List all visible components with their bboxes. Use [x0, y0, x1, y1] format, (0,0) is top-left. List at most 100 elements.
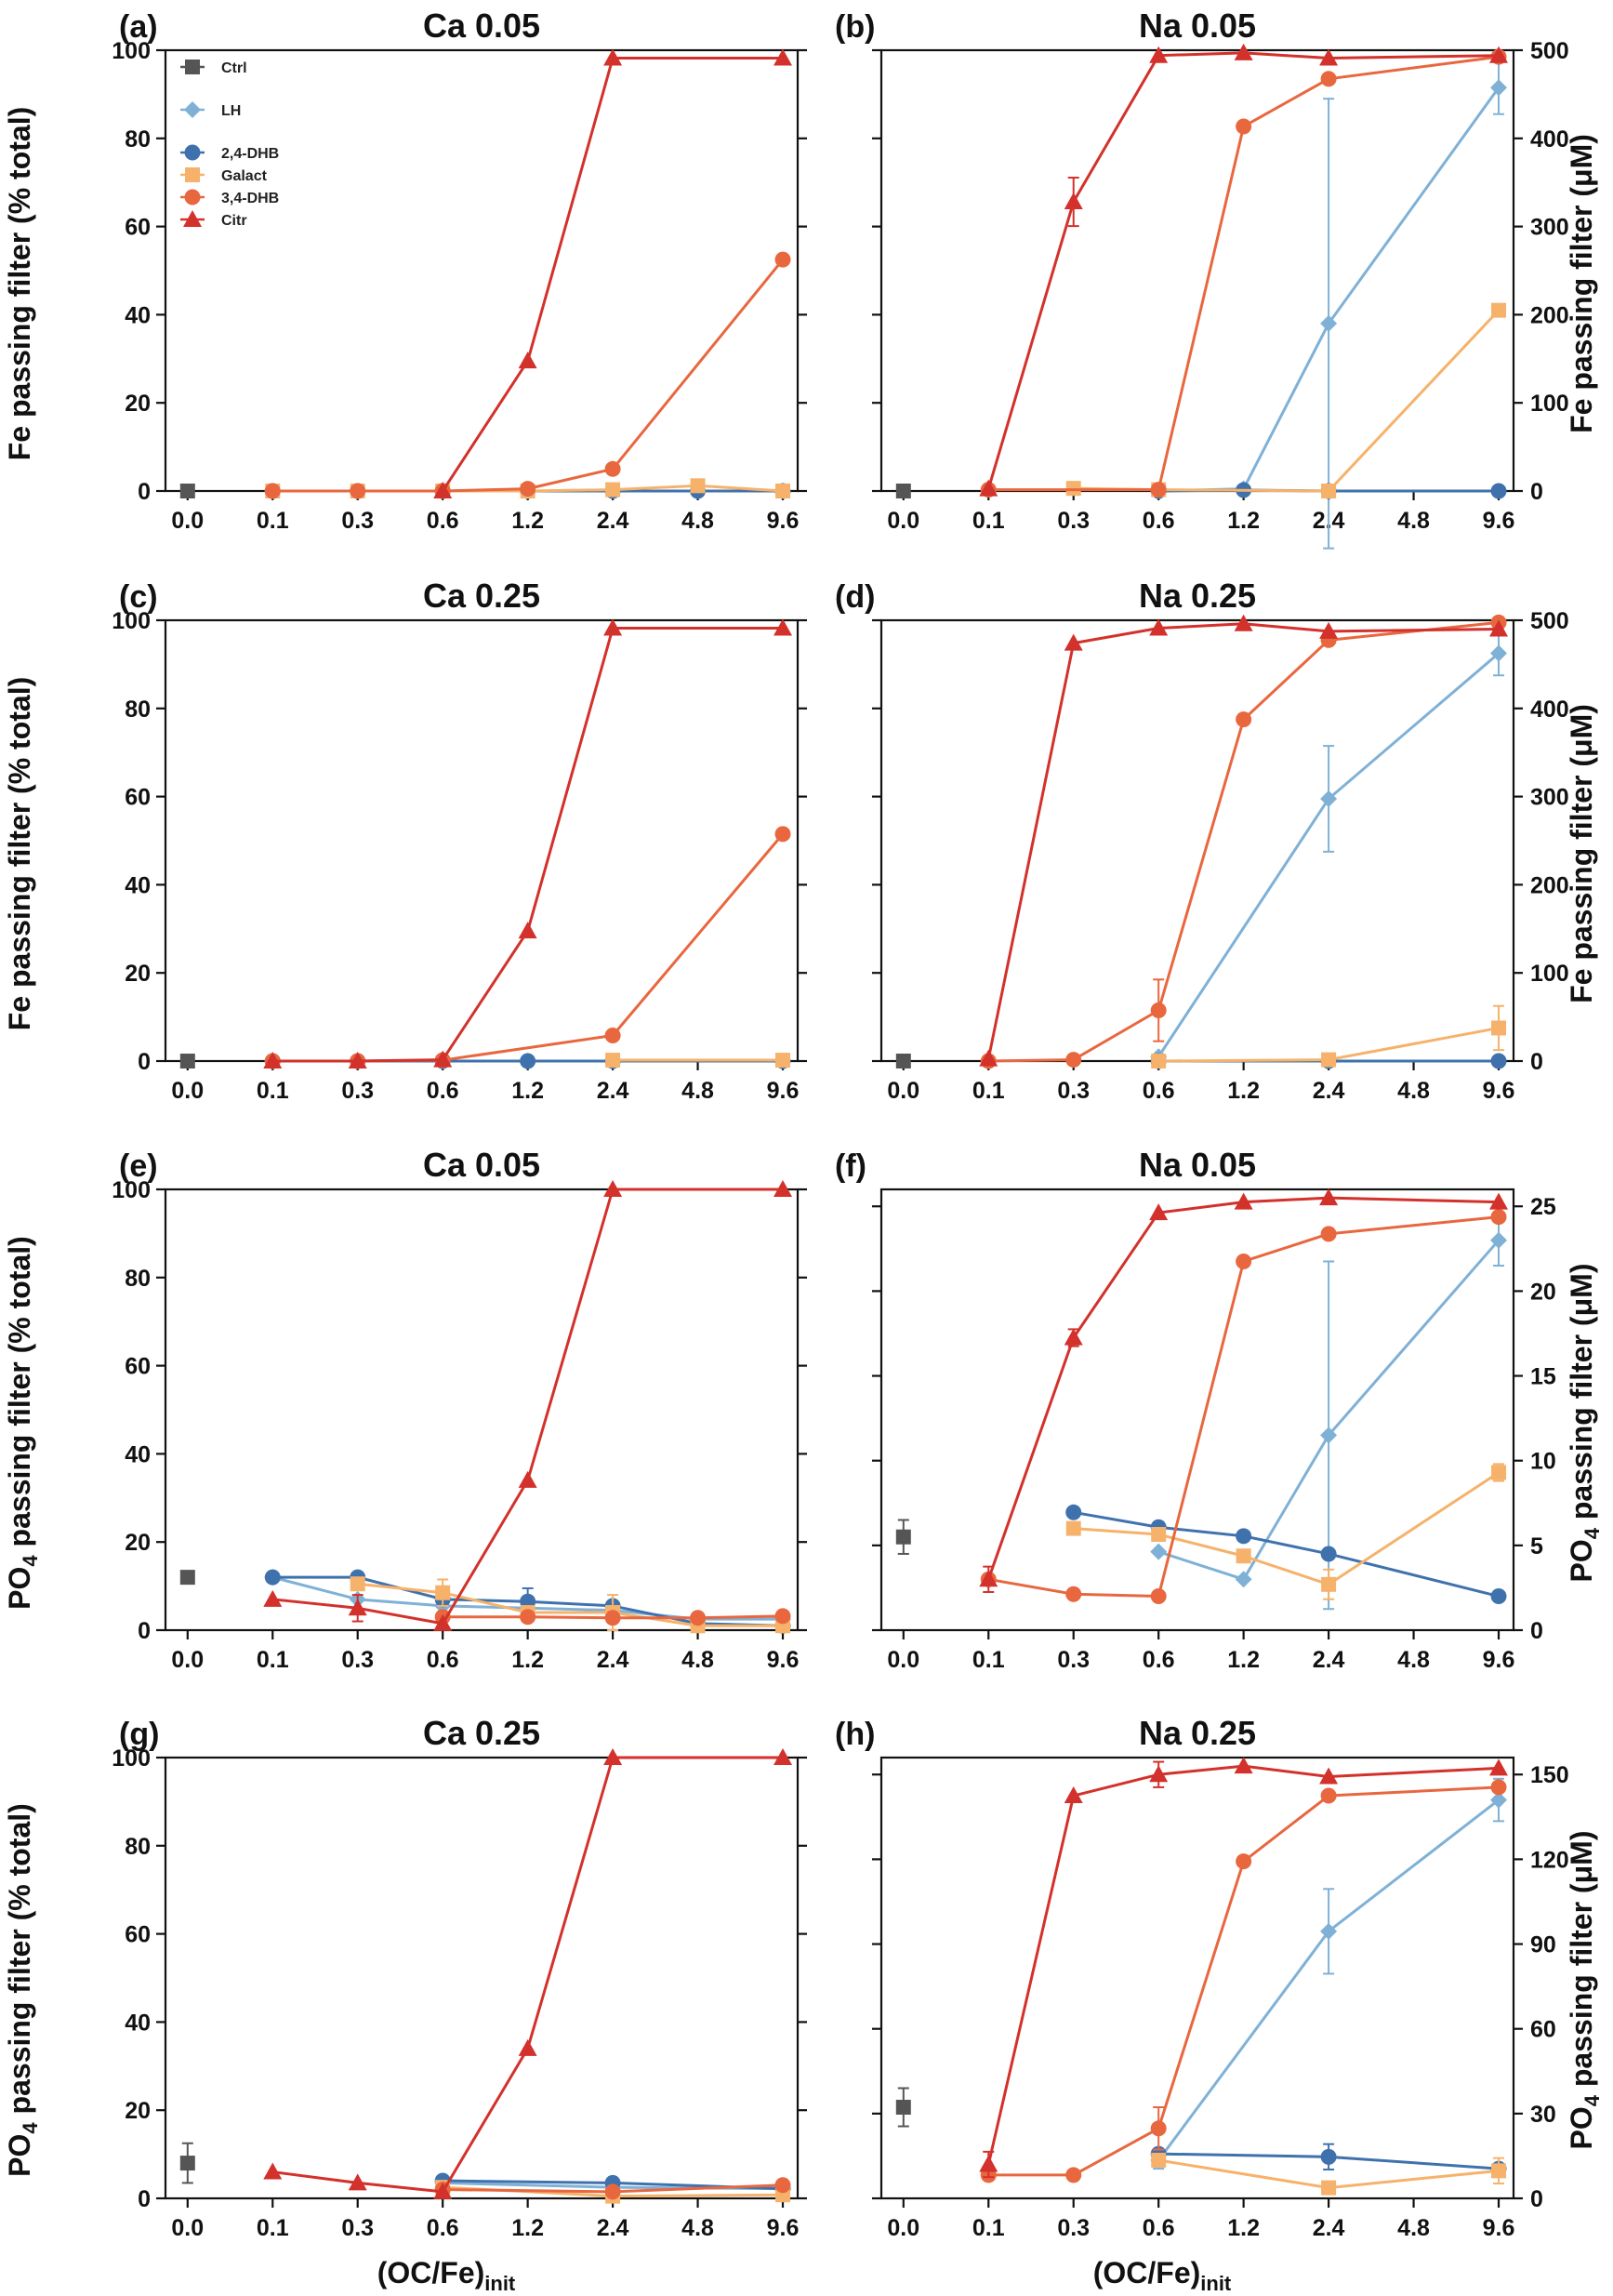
data-point — [348, 1052, 367, 1068]
data-point — [1065, 1052, 1082, 1068]
right-tick-label: 25 — [1530, 1194, 1556, 1220]
data-point — [774, 251, 791, 268]
y-tick-label: 20 — [125, 1530, 151, 1556]
y-tick-label: 20 — [125, 961, 151, 987]
data-point — [520, 1053, 536, 1069]
data-point — [604, 2183, 621, 2200]
x-tick-label: 9.6 — [767, 2215, 800, 2241]
data-point — [1320, 314, 1338, 332]
data-point — [1319, 1767, 1339, 1785]
data-point — [604, 1610, 621, 1626]
x-tick-label: 9.6 — [767, 1647, 800, 1673]
data-point — [895, 484, 911, 498]
series-lh — [1150, 630, 1508, 1066]
right-tick-label: 120 — [1530, 1847, 1569, 1873]
data-point — [348, 1599, 367, 1616]
y-tick-label: 60 — [125, 785, 151, 811]
series-line — [986, 51, 1500, 490]
data-point — [263, 1052, 283, 1068]
data-point — [1151, 1054, 1167, 1068]
data-point — [1235, 1571, 1252, 1588]
legend-label: Citr — [221, 213, 247, 229]
data-point — [1234, 1757, 1253, 1774]
data-point — [1490, 1231, 1508, 1249]
legend-label: 2,4-DHB — [221, 146, 279, 162]
legend-label: LH — [221, 103, 241, 119]
data-point — [518, 922, 537, 939]
series-ctrl — [179, 1570, 195, 1586]
data-point — [1321, 2180, 1337, 2196]
panel-title: Ca 0.25 — [423, 1714, 540, 1752]
x-tick-label: 2.4 — [597, 2215, 629, 2241]
x-tick-label: 0.0 — [171, 508, 204, 534]
x-tick-label: 0.1 — [972, 1647, 1005, 1673]
right-tick-label: 100 — [1530, 961, 1569, 987]
plot-frame — [879, 618, 1515, 1063]
data-point — [1150, 2120, 1167, 2137]
right-tick-label: 5 — [1530, 1533, 1543, 1559]
y-tick-label: 60 — [125, 215, 151, 241]
data-point — [1320, 2148, 1337, 2165]
right-tick-label: 400 — [1530, 697, 1569, 723]
data-point — [1236, 1528, 1252, 1545]
series-citr — [263, 1180, 793, 1631]
x-tick-label: 0.1 — [257, 2215, 289, 2241]
data-point — [603, 1180, 623, 1197]
x-tick-label: 0.3 — [1057, 1078, 1090, 1104]
x-tick-label: 0.0 — [171, 1078, 204, 1104]
x-tick-label: 0.1 — [972, 1078, 1005, 1104]
series-line — [441, 57, 784, 492]
panels: (a) Ca 0.05 0.0 0.1 0.3 0.6 1.2 2.4 4.8 9.6 0 20 40 6… — [112, 7, 1568, 2241]
data-point — [603, 48, 623, 66]
series-citr — [979, 1188, 1509, 1593]
series-3-4-dhb — [980, 1209, 1507, 1605]
right-tick-label: 200 — [1530, 302, 1569, 328]
y-tick-label: 20 — [125, 2098, 151, 2124]
panel-tag: (c) — [119, 579, 158, 615]
data-point — [1064, 1328, 1083, 1346]
x-tick-label: 0.3 — [1057, 1647, 1090, 1673]
x-tick-label: 1.2 — [1227, 2215, 1260, 2241]
plot-frame — [879, 1188, 1515, 1632]
data-point — [1490, 483, 1507, 499]
data-point — [604, 460, 621, 477]
data-point — [1490, 1779, 1507, 1796]
data-point — [1064, 633, 1083, 651]
panel-title: Na 0.05 — [1139, 1146, 1256, 1184]
x-tick-label: 0.0 — [887, 1647, 919, 1673]
x-tick-label: 4.8 — [681, 508, 714, 534]
data-point — [1319, 1188, 1339, 1206]
x-tick-label: 0.6 — [1143, 1078, 1175, 1104]
series-3-4-dhb — [264, 826, 791, 1069]
series-citr — [979, 614, 1509, 1067]
x-tick-label: 9.6 — [1483, 1647, 1515, 1673]
data-point — [1321, 1576, 1337, 1592]
right-ylabel-h: PO4 passing filter (μM) — [1565, 1831, 1604, 2150]
x-tick-label: 1.2 — [511, 1078, 544, 1104]
x-tick-label: 0.0 — [171, 2215, 204, 2241]
series-2-4-dhb — [1065, 1504, 1507, 1605]
series-line — [1073, 309, 1501, 493]
series-3-4-dhb — [980, 48, 1507, 498]
chart-panel-d: (d) Na 0.25 0.0 0.1 0.3 0.6 1.2 2.4 4.8 9.6 0 100 20… — [835, 577, 1569, 1104]
panel-title: Na 0.05 — [1139, 7, 1256, 45]
series-citr — [433, 48, 793, 498]
right-tick-label: 150 — [1530, 1762, 1569, 1788]
series-3-4-dhb — [434, 1608, 791, 1626]
x-tick-label: 2.4 — [1313, 1078, 1345, 1104]
panel-tag: (d) — [835, 579, 875, 615]
series-line — [272, 1756, 784, 2194]
series-line — [988, 1215, 1500, 1599]
data-point — [1490, 1053, 1507, 1069]
legend: Ctrl LH 2,4-DHB Galact 3,4-DHB Citr — [180, 60, 279, 229]
panel-title: Ca 0.25 — [423, 577, 540, 615]
right-tick-label: 0 — [1530, 479, 1543, 505]
y-tick-label: 0 — [138, 479, 151, 505]
series-line — [272, 1188, 784, 1626]
series-galact — [1065, 1463, 1507, 1600]
data-point — [1489, 1192, 1509, 1210]
legend-label: Galact — [221, 168, 268, 184]
data-point — [1320, 1787, 1337, 1804]
legend-marker — [184, 144, 201, 161]
panel-title: Na 0.25 — [1139, 1714, 1256, 1752]
